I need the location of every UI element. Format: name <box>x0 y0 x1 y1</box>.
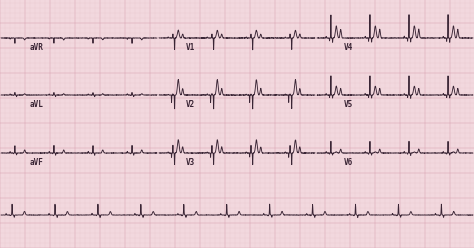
Text: V4: V4 <box>344 43 353 52</box>
Text: V2: V2 <box>186 100 195 109</box>
Text: aVL: aVL <box>30 100 44 109</box>
Text: V1: V1 <box>186 43 195 52</box>
Text: V6: V6 <box>344 158 353 167</box>
Text: V5: V5 <box>344 100 353 109</box>
Text: V3: V3 <box>186 158 195 167</box>
Text: aVF: aVF <box>30 158 44 167</box>
Text: aVR: aVR <box>30 43 44 52</box>
